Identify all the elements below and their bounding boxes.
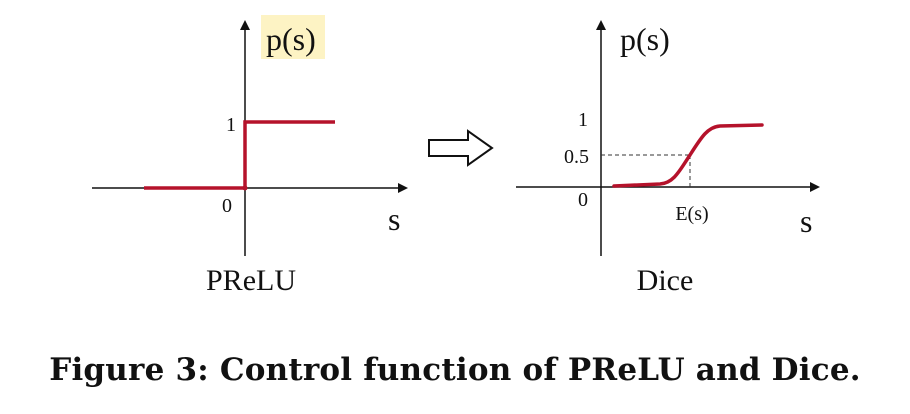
prelu-tick-one: 1: [226, 114, 236, 136]
dice-x-mark: E(s): [675, 203, 708, 225]
prelu-x-label: s: [388, 201, 400, 237]
dice-tick-one: 1: [578, 109, 588, 131]
prelu-y-label: p(s): [266, 21, 316, 57]
prelu-title: PReLU: [206, 264, 296, 297]
prelu-step-curve: [144, 120, 335, 190]
prelu-origin-dot: [242, 185, 248, 191]
dice-x-label: s: [800, 203, 812, 239]
dice-tick-half: 0.5: [564, 146, 589, 168]
figure-caption: Figure 3: Control function of PReLU and …: [49, 352, 861, 388]
dice-y-label: p(s): [620, 21, 670, 57]
dice-tick-zero: 0: [578, 189, 588, 211]
dice-title: Dice: [637, 264, 694, 297]
y-label-highlight: [261, 15, 325, 59]
transition-arrow-icon: [428, 129, 494, 167]
prelu-panel: p(s) 1 0 s PReLU: [92, 15, 408, 297]
dice-panel: p(s) 1 0.5 0 E(s) s Dice: [516, 20, 820, 297]
prelu-tick-zero: 0: [222, 195, 232, 217]
dice-sigmoid-curve: [612, 123, 764, 188]
